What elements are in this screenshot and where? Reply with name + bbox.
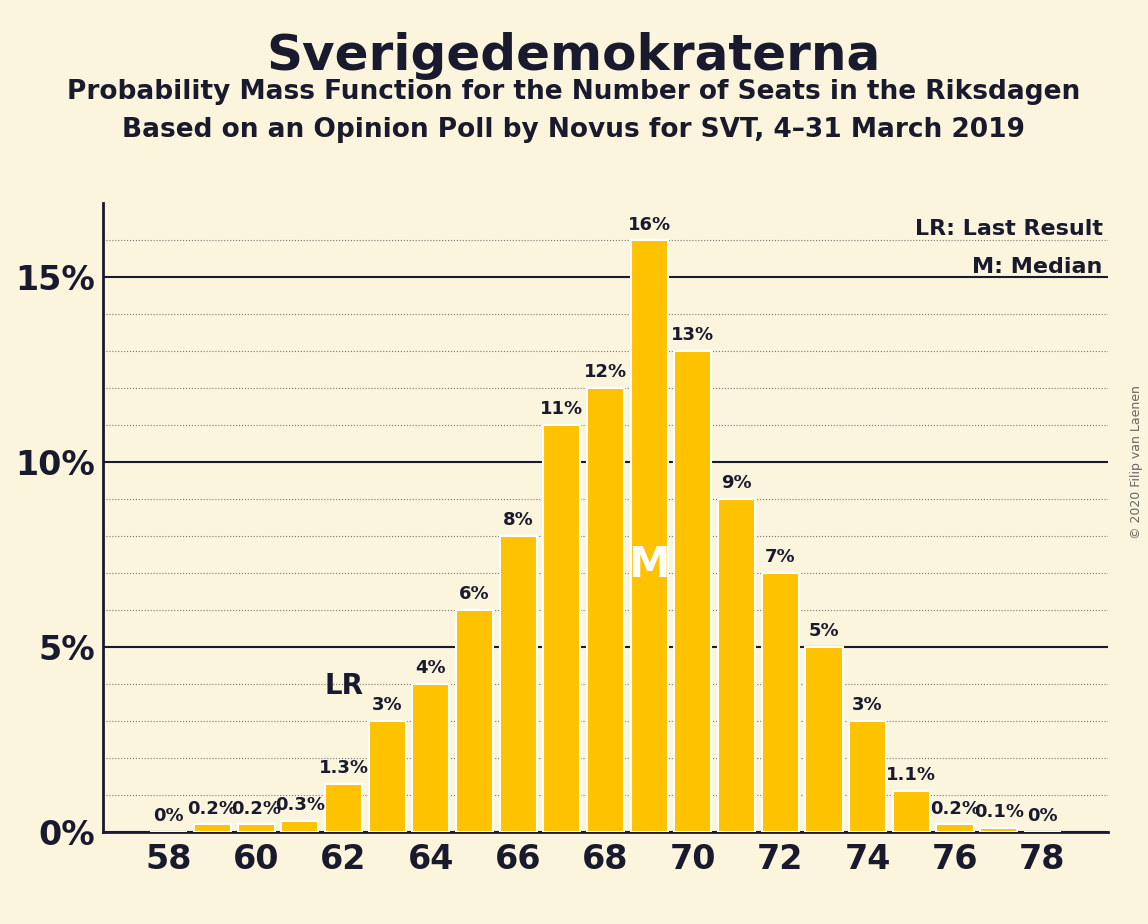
Bar — [325, 784, 362, 832]
Bar — [850, 721, 886, 832]
Text: LR: LR — [324, 673, 363, 700]
Text: 7%: 7% — [765, 548, 796, 566]
Bar — [369, 721, 405, 832]
Text: 13%: 13% — [672, 326, 714, 345]
Text: 12%: 12% — [584, 363, 627, 382]
Bar — [718, 499, 755, 832]
Bar — [630, 240, 668, 832]
Text: Sverigedemokraterna: Sverigedemokraterna — [266, 32, 882, 80]
Text: 0.2%: 0.2% — [930, 799, 980, 818]
Bar — [762, 573, 799, 832]
Text: 11%: 11% — [541, 400, 583, 419]
Bar — [499, 536, 537, 832]
Bar — [238, 824, 274, 832]
Text: 0.3%: 0.3% — [274, 796, 325, 814]
Text: © 2020 Filip van Laenen: © 2020 Filip van Laenen — [1130, 385, 1143, 539]
Text: 0%: 0% — [154, 807, 184, 825]
Text: 1.1%: 1.1% — [886, 766, 937, 784]
Text: 0.2%: 0.2% — [231, 799, 281, 818]
Text: 4%: 4% — [416, 659, 447, 677]
Text: 3%: 3% — [372, 696, 403, 714]
Bar — [587, 388, 625, 832]
Text: 9%: 9% — [721, 474, 752, 492]
Text: 0.1%: 0.1% — [974, 803, 1024, 821]
Text: 5%: 5% — [808, 622, 839, 640]
Text: Based on an Opinion Poll by Novus for SVT, 4–31 March 2019: Based on an Opinion Poll by Novus for SV… — [123, 117, 1025, 143]
Text: 8%: 8% — [503, 511, 534, 529]
Bar — [543, 425, 581, 832]
Text: M: Median: M: Median — [972, 257, 1103, 276]
Text: 16%: 16% — [628, 215, 670, 234]
Text: 6%: 6% — [459, 585, 490, 603]
Bar — [937, 824, 974, 832]
Text: LR: Last Result: LR: Last Result — [915, 219, 1103, 239]
Bar — [674, 351, 712, 832]
Text: 0.2%: 0.2% — [187, 799, 238, 818]
Text: M: M — [628, 544, 670, 587]
Bar — [806, 647, 843, 832]
Bar — [281, 821, 318, 832]
Text: Probability Mass Function for the Number of Seats in the Riksdagen: Probability Mass Function for the Number… — [68, 79, 1080, 104]
Text: 0%: 0% — [1027, 807, 1057, 825]
Bar — [194, 824, 231, 832]
Bar — [893, 791, 930, 832]
Bar — [980, 828, 1017, 832]
Text: 3%: 3% — [852, 696, 883, 714]
Bar — [456, 610, 494, 832]
Text: 1.3%: 1.3% — [318, 759, 369, 777]
Bar — [412, 684, 449, 832]
